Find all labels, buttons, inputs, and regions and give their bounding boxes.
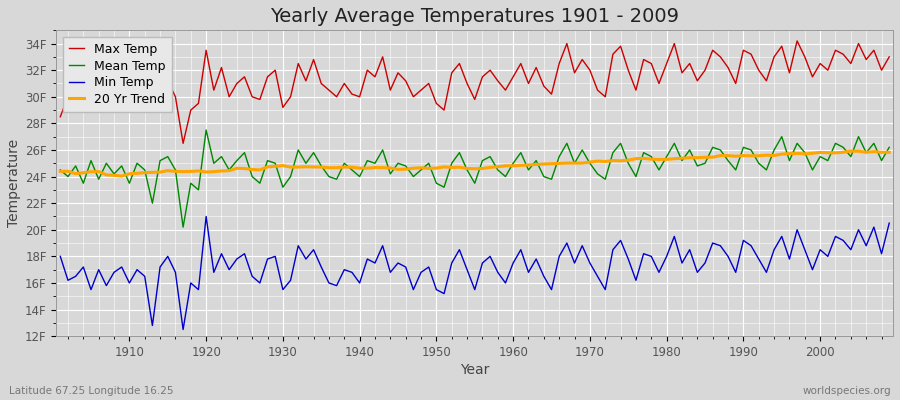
Max Temp: [884, 54, 895, 59]
Min Temp: [884, 221, 895, 226]
Min Temp: [516, 247, 526, 252]
20 Yr Trend: [508, 164, 518, 168]
20 Yr Trend: [339, 165, 350, 170]
X-axis label: Year: Year: [460, 363, 490, 377]
Max Temp: [116, 101, 127, 106]
Mean Temp: [346, 168, 357, 172]
Min Temp: [346, 270, 357, 275]
20 Yr Trend: [292, 165, 303, 170]
Mean Temp: [516, 150, 526, 155]
Y-axis label: Temperature: Temperature: [7, 139, 21, 227]
Legend: Max Temp, Mean Temp, Min Temp, 20 Yr Trend: Max Temp, Mean Temp, Min Temp, 20 Yr Tre…: [63, 36, 172, 112]
Min Temp: [301, 257, 311, 262]
Max Temp: [55, 114, 66, 119]
Max Temp: [292, 61, 303, 66]
Max Temp: [177, 141, 188, 146]
Text: worldspecies.org: worldspecies.org: [803, 386, 891, 396]
Mean Temp: [201, 128, 212, 132]
Line: Mean Temp: Mean Temp: [60, 130, 889, 227]
Line: Min Temp: Min Temp: [60, 216, 889, 330]
20 Yr Trend: [845, 149, 856, 154]
Title: Yearly Average Temperatures 1901 - 2009: Yearly Average Temperatures 1901 - 2009: [270, 7, 680, 26]
20 Yr Trend: [884, 150, 895, 155]
Min Temp: [55, 254, 66, 259]
Mean Temp: [116, 164, 127, 168]
Mean Temp: [177, 225, 188, 230]
Line: Max Temp: Max Temp: [60, 41, 889, 143]
Max Temp: [508, 74, 518, 79]
20 Yr Trend: [516, 163, 526, 168]
20 Yr Trend: [608, 158, 618, 163]
Mean Temp: [55, 168, 66, 172]
Mean Temp: [884, 145, 895, 150]
Line: 20 Yr Trend: 20 Yr Trend: [60, 151, 889, 176]
Min Temp: [201, 214, 212, 219]
Max Temp: [792, 38, 803, 43]
Text: Latitude 67.25 Longitude 16.25: Latitude 67.25 Longitude 16.25: [9, 386, 174, 396]
Min Temp: [523, 270, 534, 275]
Min Temp: [116, 265, 127, 270]
Mean Temp: [523, 168, 534, 172]
Max Temp: [516, 61, 526, 66]
20 Yr Trend: [116, 174, 127, 178]
20 Yr Trend: [124, 171, 135, 176]
Max Temp: [339, 81, 350, 86]
Min Temp: [616, 238, 626, 243]
Min Temp: [177, 327, 188, 332]
Max Temp: [608, 52, 618, 57]
20 Yr Trend: [55, 169, 66, 174]
Mean Temp: [616, 141, 626, 146]
Mean Temp: [301, 161, 311, 166]
